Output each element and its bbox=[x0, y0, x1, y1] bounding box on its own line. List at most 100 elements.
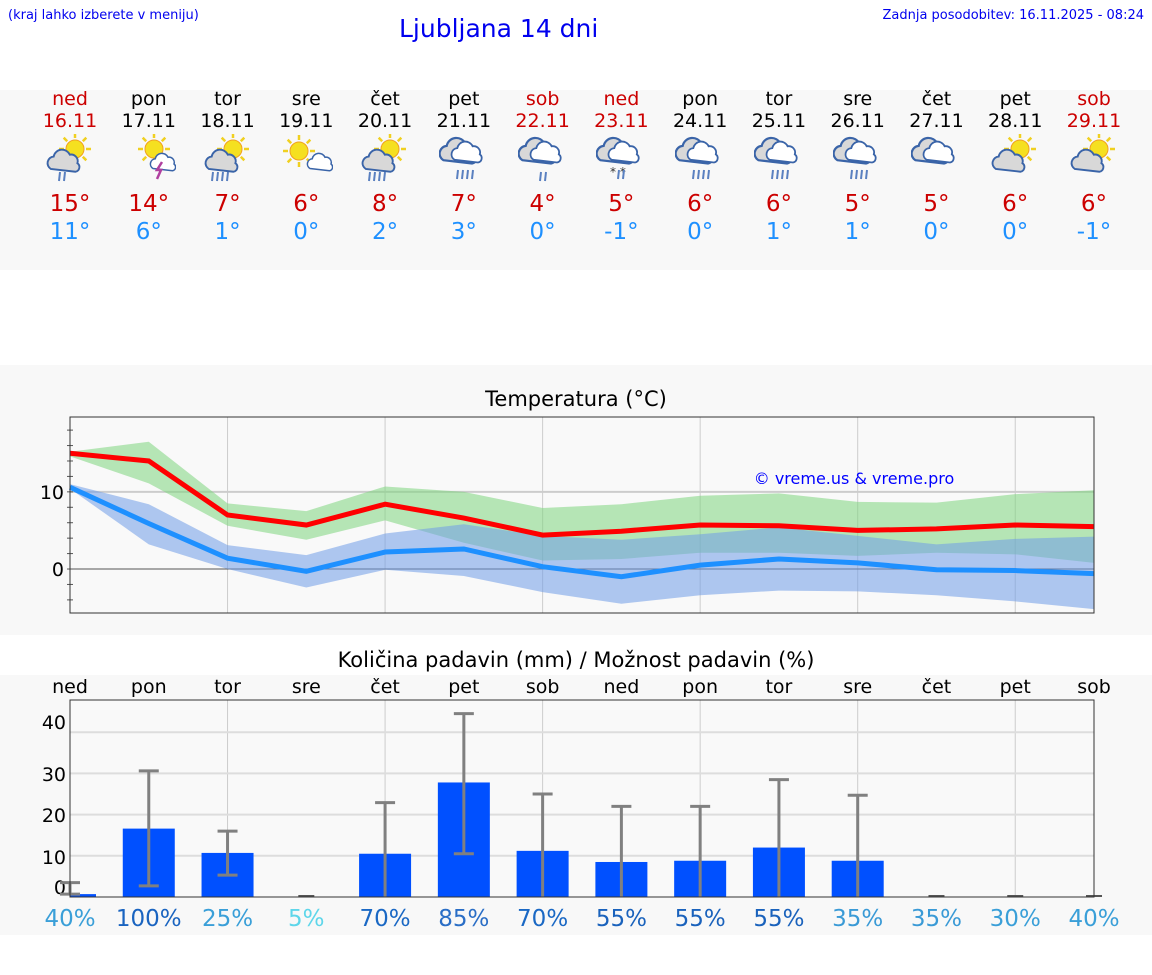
temperature-chart-title: Temperatura (°C) bbox=[485, 387, 667, 411]
day-name: čet bbox=[921, 88, 952, 110]
x-day-label: ned bbox=[52, 676, 88, 698]
max-temperature: 6° bbox=[1080, 191, 1108, 217]
min-temperature: 0° bbox=[687, 219, 714, 245]
max-temperature: 14° bbox=[128, 191, 170, 217]
min-temperature: 11° bbox=[49, 219, 91, 245]
min-temperature-line bbox=[68, 484, 1095, 580]
day-name: sob bbox=[1077, 88, 1111, 110]
day-name: sre bbox=[843, 88, 873, 110]
cloud-rain-icon bbox=[517, 134, 570, 184]
day-name: ned bbox=[603, 88, 640, 110]
max-temperature: 6° bbox=[1002, 191, 1029, 217]
max-temperature: 6° bbox=[687, 191, 714, 217]
day-date: 20.11 bbox=[357, 110, 413, 132]
precipitation-chart: 0 10 20 30 40 ned pon tor sre čet pet sob ned pon tor s… bbox=[42, 676, 1120, 932]
max-temperature: 15° bbox=[49, 191, 91, 217]
day-date: 18.11 bbox=[200, 110, 255, 132]
forecast-day: ned 16.11 15° 11° bbox=[31, 88, 109, 246]
max-range-band bbox=[70, 441, 1095, 563]
day-name: pet bbox=[999, 88, 1031, 110]
day-date: 23.11 bbox=[594, 110, 649, 132]
precipitation-probability: 70% bbox=[360, 906, 411, 932]
min-temperature: 1° bbox=[844, 219, 871, 245]
x-day-label: pon bbox=[682, 676, 718, 698]
x-day-label: sre bbox=[843, 676, 872, 698]
forecast-day: čet 27.11 5° 0° bbox=[897, 88, 975, 246]
precipitation-probability: 55% bbox=[753, 906, 804, 932]
plot-border bbox=[69, 416, 1095, 614]
day-name: čet bbox=[370, 88, 400, 110]
precipitation-probability: 35% bbox=[911, 906, 962, 932]
precipitation-probability: 5% bbox=[288, 906, 325, 932]
day-date: 17.11 bbox=[121, 110, 176, 132]
forecast-day: sre 26.11 5° 1° bbox=[819, 88, 897, 246]
min-temperature: 0° bbox=[1002, 219, 1029, 245]
x-day-label: čet bbox=[370, 676, 400, 698]
x-day-label: sre bbox=[292, 676, 321, 698]
max-temperature-line bbox=[69, 450, 1095, 538]
precipitation-probability: 40% bbox=[44, 906, 95, 932]
page-title: Ljubljana 14 dni bbox=[399, 14, 599, 43]
min-temperature: 0° bbox=[293, 219, 320, 245]
x-day-label: tor bbox=[765, 676, 792, 698]
sun-cloud-icon bbox=[990, 133, 1042, 184]
cloud-sleet-icon: * * bbox=[595, 134, 648, 184]
day-date: 24.11 bbox=[672, 110, 728, 132]
max-temperature: 5° bbox=[608, 191, 635, 217]
precipitation-probability: 55% bbox=[596, 906, 647, 932]
x-day-label: sob bbox=[1077, 676, 1111, 698]
min-temperature: 6° bbox=[135, 219, 162, 245]
day-name: pon bbox=[682, 88, 719, 110]
forecast-day: sob 22.11 4° 0° bbox=[504, 88, 582, 246]
y-tick-label: 0 bbox=[52, 559, 64, 581]
max-temperature: 6° bbox=[765, 191, 792, 217]
x-day-label: sob bbox=[526, 676, 560, 698]
precipitation-probability: 85% bbox=[438, 906, 489, 932]
day-name: ned bbox=[52, 88, 88, 110]
sun-thunderstorm-icon bbox=[124, 133, 177, 184]
forecast-day: tor 18.11 7° 1° bbox=[189, 88, 267, 246]
forecast-day: sob 29.11 6° -1° bbox=[1055, 88, 1133, 246]
sun-cloud-heavy-rain-icon bbox=[203, 133, 255, 184]
x-day-label: pet bbox=[448, 676, 479, 698]
day-name: sre bbox=[291, 88, 321, 110]
max-temperature: 8° bbox=[372, 191, 399, 217]
forecast-day: pet 21.11 7° 3° bbox=[425, 88, 503, 246]
y-tick-label: 10 bbox=[40, 482, 64, 504]
max-temperature: 6° bbox=[293, 191, 320, 217]
watermark: © vreme.us & vreme.pro bbox=[754, 469, 955, 488]
max-temperature: 4° bbox=[529, 191, 556, 217]
day-date: 26.11 bbox=[830, 110, 885, 132]
forecast-day: pet 28.11 6° 0° bbox=[976, 88, 1054, 246]
cloud-heavy-rain-icon bbox=[674, 134, 727, 184]
forecast-day: čet 20.11 8° 2° bbox=[346, 88, 424, 246]
cloud-icon bbox=[911, 134, 963, 184]
y-tick-label: 0 bbox=[54, 877, 66, 899]
x-day-label: čet bbox=[922, 676, 952, 698]
day-date: 21.11 bbox=[436, 110, 492, 132]
precipitation-probability: 55% bbox=[675, 906, 726, 932]
cloud-heavy-rain-icon bbox=[832, 134, 885, 184]
forecast-strip bbox=[0, 90, 1152, 270]
day-date: 22.11 bbox=[515, 110, 570, 132]
max-temperature: 7° bbox=[214, 191, 241, 217]
min-temperature: -1° bbox=[604, 219, 639, 245]
y-tick-label: 30 bbox=[42, 764, 66, 786]
day-date: 29.11 bbox=[1066, 110, 1122, 132]
sun-small-cloud-icon bbox=[281, 134, 334, 184]
last-updated: Zadnja posodobitev: 16.11.2025 - 08:24 bbox=[882, 8, 1144, 23]
x-day-label: tor bbox=[214, 676, 241, 698]
max-temperature: 5° bbox=[923, 191, 950, 217]
x-day-label: ned bbox=[603, 676, 639, 698]
day-date: 19.11 bbox=[279, 110, 334, 132]
temperature-chart: 0 10 © vreme.us & vreme.pro bbox=[40, 416, 1095, 614]
day-name: sob bbox=[525, 88, 560, 110]
precipitation-probability: 70% bbox=[517, 906, 568, 932]
cloud-heavy-rain-icon bbox=[753, 134, 806, 184]
day-name: tor bbox=[765, 88, 793, 110]
sun-cloud-rain-icon bbox=[45, 133, 97, 184]
min-temperature: 2° bbox=[372, 219, 399, 245]
plot-border bbox=[69, 699, 1095, 898]
location-hint: (kraj lahko izberete v meniju) bbox=[8, 8, 199, 23]
x-day-label: pon bbox=[131, 676, 167, 698]
